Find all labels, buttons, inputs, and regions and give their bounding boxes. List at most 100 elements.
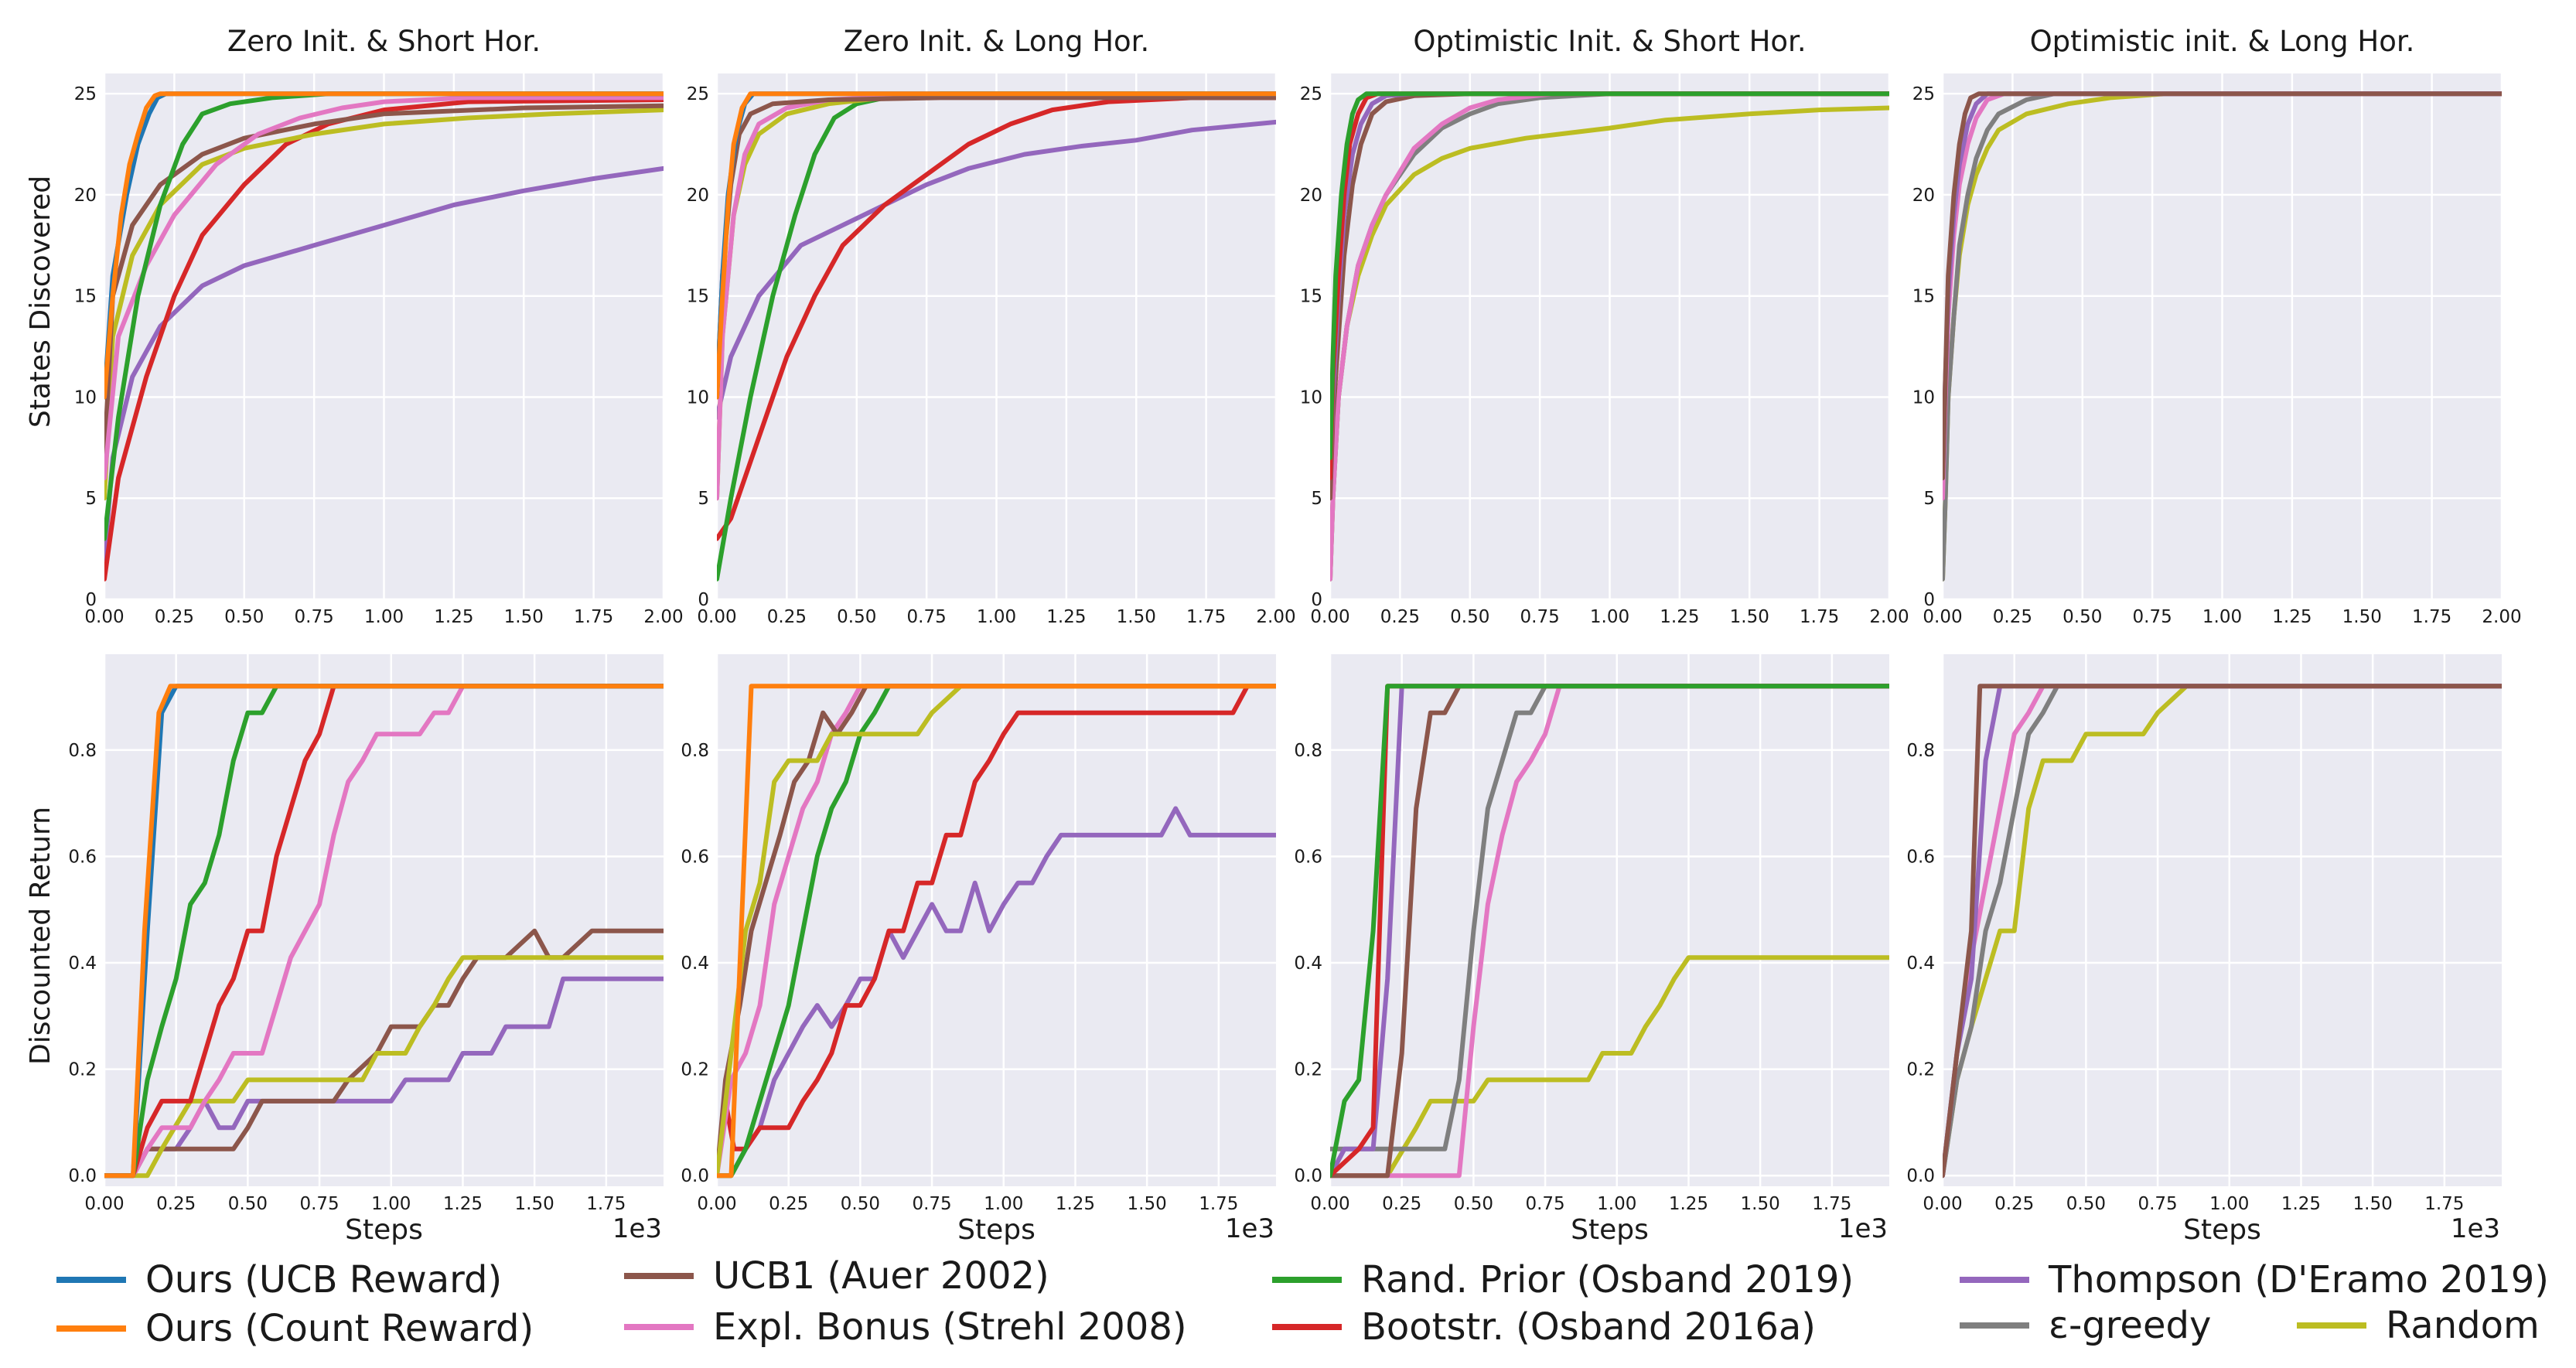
legend-label: ε-greedy <box>2049 1304 2211 1347</box>
chart-panel-1: 0.00 0.25 0.50 0.75 1.00 1.25 1.50 1.75 2.00 0 5 10… <box>74 25 684 627</box>
x-tick-label: 0.25 <box>769 1194 808 1214</box>
series-layer <box>1330 684 1889 1179</box>
legend: Ours (UCB Reward) Ours (Count Reward) UCB1… <box>56 1254 2549 1350</box>
y-tick-label: 0.0 <box>681 1166 709 1186</box>
x-tick-label: 1.25 <box>1669 1194 1708 1214</box>
y-tick-label: 0.4 <box>1294 954 1322 974</box>
x-tick-label: 0.25 <box>155 607 194 627</box>
y-tick-label: 0.2 <box>681 1060 709 1080</box>
series-line-thom <box>717 119 1276 420</box>
series-line-eps <box>1943 91 2502 582</box>
x-axis-label: Steps <box>957 1214 1036 1246</box>
series-line-random <box>104 107 664 501</box>
y-tick-label: 20 <box>1912 186 1935 206</box>
series-layer <box>717 684 1276 1179</box>
series-line-expl <box>717 684 1276 1179</box>
x-tick-label: 1.25 <box>2272 607 2312 627</box>
x-tick-label: 1.50 <box>1117 607 1156 627</box>
x-tick-label: 0.75 <box>907 607 947 627</box>
y-tick-label: 0.2 <box>68 1060 97 1080</box>
x-tick-label: 2.00 <box>1256 607 1295 627</box>
series-line-boot <box>717 95 1276 541</box>
x-tick-label: 1.00 <box>977 607 1016 627</box>
series-line-rand <box>1330 91 1889 460</box>
legend-label: Expl. Bonus (Strehl 2008) <box>713 1305 1187 1349</box>
y-tick-label: 0.4 <box>681 954 709 974</box>
x-tick-label: 0.50 <box>2066 1194 2106 1214</box>
y-tick-label: 25 <box>1912 84 1935 104</box>
y-tick-label: 0.0 <box>1294 1166 1322 1186</box>
y-tick-label: 0.2 <box>1906 1060 1935 1080</box>
x-tick-label: 0.75 <box>299 1194 339 1214</box>
y-tick-label: 0.0 <box>68 1166 97 1186</box>
series-line-random <box>104 955 664 1179</box>
series-line-ucb1 <box>1943 91 2502 481</box>
series-line-ucb1 <box>1943 684 2502 1179</box>
chart-panel-3: 0.00 0.25 0.50 0.75 1.00 1.25 1.50 1.75 2.00 0 5 10… <box>1300 25 1909 627</box>
series-line-ucb1 <box>1330 684 1889 1179</box>
y-tick-label: 0.6 <box>68 847 97 867</box>
x-axis-label: Steps <box>345 1214 423 1246</box>
x-tick-label: 0.00 <box>1310 607 1349 627</box>
x-tick-label: 0.75 <box>2138 1194 2177 1214</box>
x-tick-label: 1.75 <box>574 607 613 627</box>
legend-entry-random: Random <box>2297 1304 2540 1347</box>
x-axis-label: Steps <box>1571 1214 1649 1246</box>
x-tick-label: 1.25 <box>1056 1194 1095 1214</box>
legend-label: Bootstr. (Osband 2016a) <box>1361 1305 1816 1349</box>
plot-background <box>104 654 664 1186</box>
x-tick-label: 2.00 <box>2482 607 2521 627</box>
y-tick-label: 0.6 <box>1906 847 1935 867</box>
x-tick-label: 0.75 <box>2133 607 2172 627</box>
y-tick-label: 0.4 <box>68 954 97 974</box>
x-tick-label: 1.00 <box>1597 1194 1636 1214</box>
series-layer <box>1943 91 2502 582</box>
x-tick-label: 1.75 <box>586 1194 626 1214</box>
x-scale-note: 1e3 <box>612 1213 662 1244</box>
chart-panel-2: 0.00 0.25 0.50 0.75 1.00 1.25 1.50 1.75 2.00 0 5 10… <box>687 25 1296 627</box>
x-tick-label: 1.00 <box>2209 1194 2249 1214</box>
x-tick-label: 1.00 <box>371 1194 411 1214</box>
y-tick-label: 10 <box>1300 387 1322 408</box>
chart-title: Optimistic init. & Long Hor. <box>2030 25 2415 58</box>
legend-entry-boot: Bootstr. (Osband 2016a) <box>1272 1305 1816 1349</box>
series-line-boot <box>104 97 664 582</box>
series-layer <box>104 684 664 1179</box>
x-tick-label: 0.00 <box>84 607 124 627</box>
series-line-expl <box>1330 91 1889 582</box>
chart-title: Zero Init. & Short Hor. <box>227 25 541 58</box>
y-tick-label: 20 <box>1300 186 1322 206</box>
x-tick-label: 1.25 <box>2281 1194 2321 1214</box>
x-tick-label: 0.50 <box>1450 607 1489 627</box>
plot-background <box>1943 654 2502 1186</box>
x-tick-label: 0.00 <box>1310 1194 1349 1214</box>
x-tick-label: 1.50 <box>1741 1194 1780 1214</box>
x-scale-note: 1e3 <box>2451 1213 2500 1244</box>
y-tick-label: 10 <box>74 387 97 408</box>
series-line-ucb1 <box>104 103 664 460</box>
series-line-random <box>1330 955 1889 1179</box>
chart-title: Optimistic Init. & Short Hor. <box>1413 25 1806 58</box>
y-tick-label: 0 <box>698 590 709 610</box>
y-tick-label: 25 <box>687 84 709 104</box>
x-axis-label: Steps <box>2183 1214 2261 1246</box>
x-tick-label: 1.50 <box>1128 1194 1167 1214</box>
x-tick-label: 1.50 <box>2342 607 2382 627</box>
series-line-thom <box>104 165 664 561</box>
series-line-eps <box>1330 684 1889 1151</box>
y-tick-label: 15 <box>687 287 709 307</box>
legend-label: Ours (UCB Reward) <box>145 1258 502 1301</box>
legend-label: Rand. Prior (Osband 2019) <box>1361 1258 1854 1301</box>
x-scale-note: 1e3 <box>1838 1213 1888 1244</box>
series-line-expl <box>1330 684 1889 1179</box>
x-tick-label: 1.75 <box>1199 1194 1238 1214</box>
legend-entry-count: Ours (Count Reward) <box>56 1307 534 1350</box>
series-layer <box>104 91 664 582</box>
legend-label: Thompson (D'Eramo 2019) <box>2048 1258 2549 1301</box>
x-tick-label: 1.50 <box>504 607 544 627</box>
y-tick-label: 0.6 <box>1294 847 1322 867</box>
y-tick-label: 10 <box>687 387 709 408</box>
series-line-random <box>717 684 1276 1179</box>
x-tick-label: 0.00 <box>697 1194 736 1214</box>
